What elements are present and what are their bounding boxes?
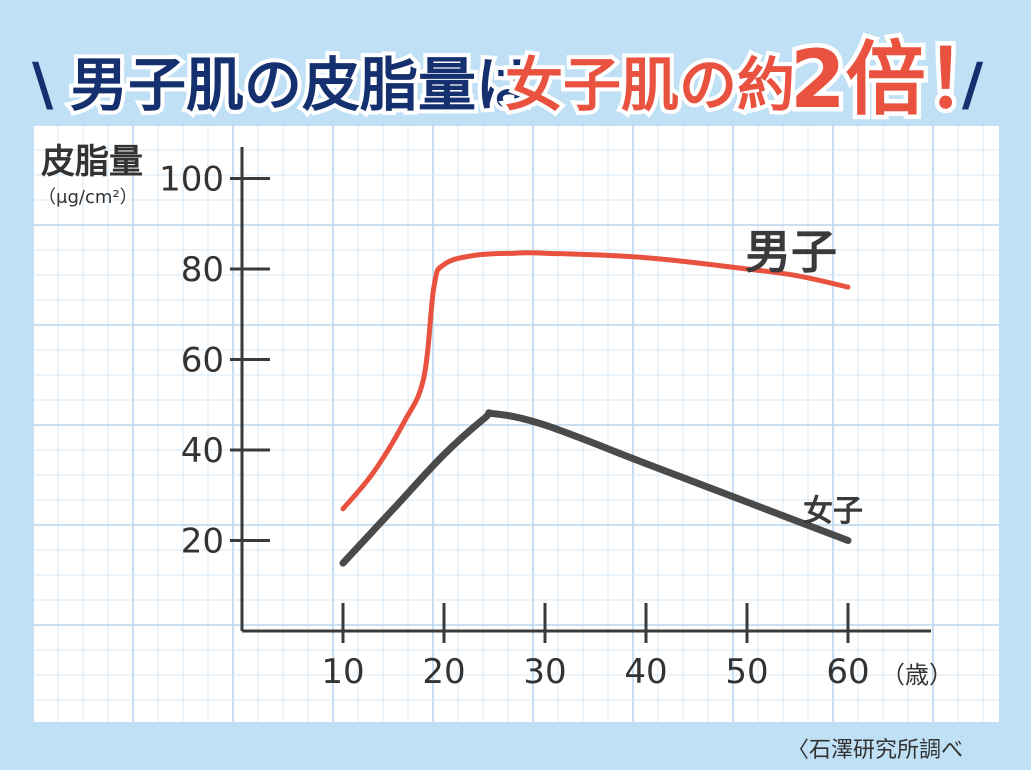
- y-axis-unit: （μg/cm²）: [38, 187, 138, 208]
- x-tick-label: 60: [826, 652, 869, 692]
- headline-part1: 男子肌の皮脂量は: [70, 51, 534, 119]
- y-tick-label: 20: [181, 522, 224, 562]
- line-chart: 20 40 60 80 100 10 20 30 40 50 60 皮脂量 （μg/cm²） （歳）…: [33, 125, 999, 763]
- headline-part3: 2倍！: [790, 33, 1006, 125]
- headline-part2: 女子肌の約: [505, 51, 795, 119]
- labels-layer: 皮脂量 （μg/cm²） （歳） 男子 女子 〈石澤研究所調べ: [38, 142, 963, 763]
- headline-slash-right: /: [962, 50, 984, 118]
- series-line-male: [340, 250, 851, 512]
- y-axis-label: 皮脂量: [41, 142, 143, 182]
- series-line-female: [339, 409, 852, 567]
- y-tick-label: 60: [181, 341, 224, 381]
- axes: 20 40 60 80 100 10 20 30 40 50 60: [159, 147, 931, 692]
- y-tick-label: 100: [159, 160, 224, 200]
- y-tick-label: 40: [181, 431, 224, 471]
- source-note: 〈石澤研究所調べ: [787, 738, 963, 763]
- y-tick-label: 80: [181, 250, 224, 290]
- headline-slash-left: \: [32, 50, 54, 118]
- x-tick-label: 50: [725, 652, 768, 692]
- grid: [33, 125, 999, 722]
- x-tick-label: 40: [624, 652, 667, 692]
- x-tick-label: 30: [523, 652, 566, 692]
- series-layer: [339, 250, 852, 567]
- headline: \ 男子肌の皮脂量は 女子肌の約 2倍！ /: [32, 29, 1010, 126]
- x-tick-label: 10: [321, 652, 364, 692]
- series-label-male: 男子: [745, 225, 837, 279]
- x-axis-unit: （歳）: [881, 661, 953, 689]
- series-label-female: 女子: [803, 494, 863, 529]
- chart-panel: 20 40 60 80 100 10 20 30 40 50 60 皮脂量 （μg/cm²） （歳）…: [33, 125, 999, 763]
- x-tick-label: 20: [422, 652, 465, 692]
